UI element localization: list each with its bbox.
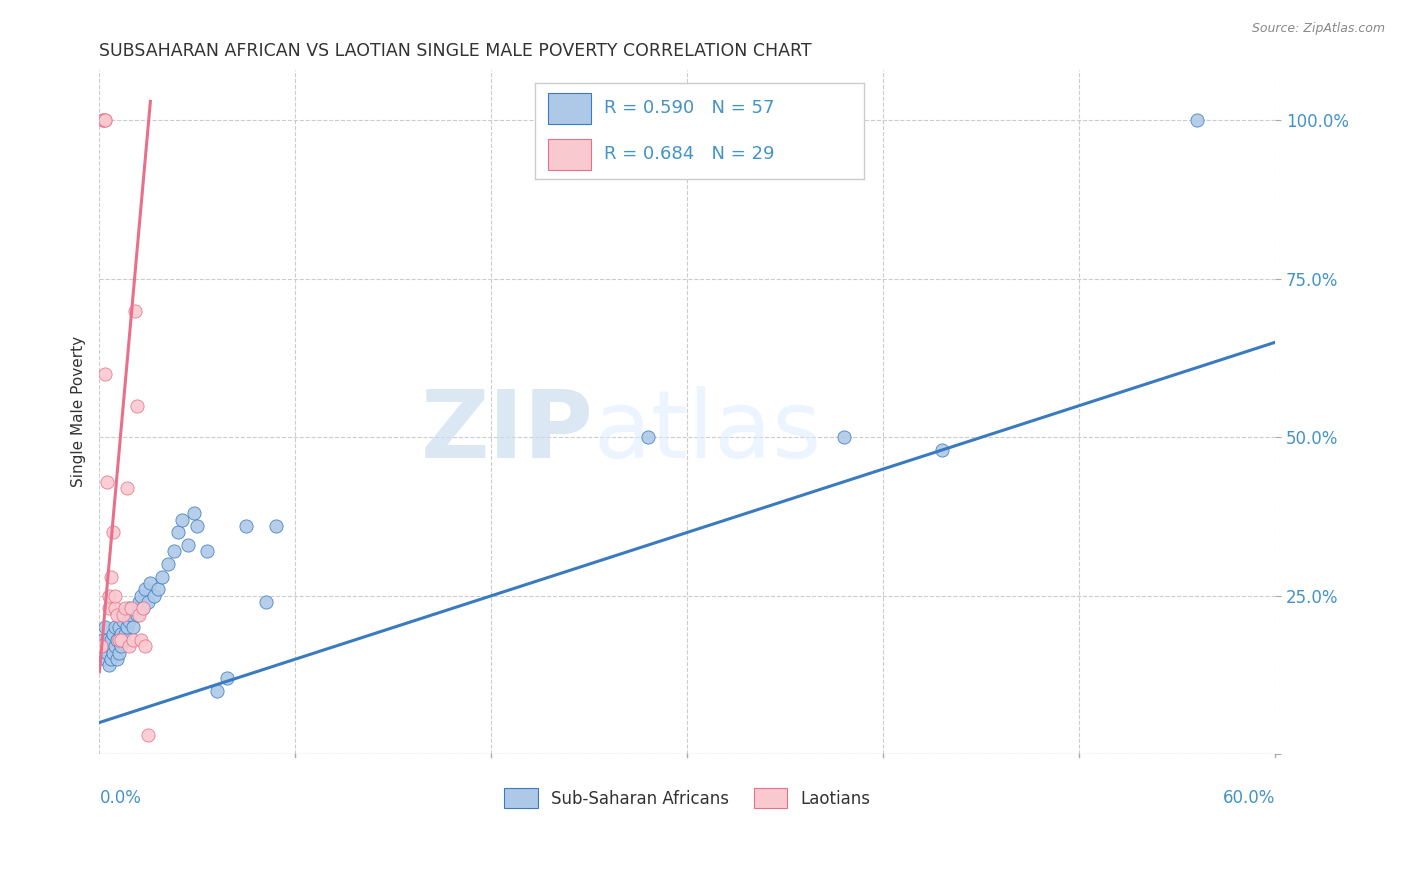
Point <box>94 113 117 128</box>
Point <box>125 399 148 413</box>
Point <box>105 607 128 622</box>
Point <box>143 589 166 603</box>
Point <box>118 601 141 615</box>
Point <box>121 633 143 648</box>
Point <box>637 430 659 444</box>
Point <box>98 658 121 673</box>
Point <box>163 544 186 558</box>
Point <box>114 607 136 622</box>
Point <box>101 646 124 660</box>
Point <box>264 519 287 533</box>
Point <box>128 607 150 622</box>
Point <box>235 519 257 533</box>
Text: Source: ZipAtlas.com: Source: ZipAtlas.com <box>1251 22 1385 36</box>
Point <box>104 620 127 634</box>
Point <box>138 728 160 742</box>
Point <box>166 525 188 540</box>
Point <box>139 576 162 591</box>
Point <box>111 633 134 648</box>
Point <box>183 506 205 520</box>
Point <box>131 601 153 615</box>
Point <box>115 620 138 634</box>
Point <box>186 519 208 533</box>
Point <box>98 601 121 615</box>
Point <box>105 633 128 648</box>
Point <box>111 607 134 622</box>
Point <box>134 582 156 597</box>
Point <box>104 601 127 615</box>
Point <box>121 620 143 634</box>
Point <box>94 620 117 634</box>
Point <box>93 633 115 648</box>
Point <box>115 481 138 495</box>
Point <box>129 589 152 603</box>
Point <box>1185 113 1208 128</box>
Point <box>134 640 156 654</box>
Y-axis label: Single Male Poverty: Single Male Poverty <box>72 336 86 488</box>
Point <box>157 557 180 571</box>
Point <box>114 601 136 615</box>
Point <box>120 607 142 622</box>
Point <box>98 589 121 603</box>
Point <box>104 640 127 654</box>
Text: atlas: atlas <box>593 386 821 478</box>
Point <box>125 607 148 622</box>
Point <box>124 303 146 318</box>
Text: ZIP: ZIP <box>420 386 593 478</box>
Point <box>205 683 228 698</box>
Point <box>110 627 132 641</box>
Point <box>138 595 160 609</box>
Point <box>931 442 953 457</box>
Legend: Sub-Saharan Africans, Laotians: Sub-Saharan Africans, Laotians <box>498 781 877 814</box>
Point <box>101 627 124 641</box>
Point <box>100 652 122 666</box>
Point <box>108 646 131 660</box>
Point <box>150 570 173 584</box>
Point <box>104 589 127 603</box>
Point <box>120 601 142 615</box>
Point <box>93 113 115 128</box>
Text: 60.0%: 60.0% <box>1223 789 1275 807</box>
Point <box>96 633 118 648</box>
Point <box>131 601 153 615</box>
Point <box>98 640 121 654</box>
Point <box>100 570 122 584</box>
Point <box>110 633 132 648</box>
Point <box>111 614 134 628</box>
Point <box>170 513 193 527</box>
Point <box>254 595 277 609</box>
Point <box>118 614 141 628</box>
Point <box>96 646 118 660</box>
Point <box>128 595 150 609</box>
Point <box>148 582 170 597</box>
Point <box>93 113 115 128</box>
Point <box>832 430 855 444</box>
Point <box>105 652 128 666</box>
Point <box>96 475 118 489</box>
Point <box>124 601 146 615</box>
Text: SUBSAHARAN AFRICAN VS LAOTIAN SINGLE MALE POVERTY CORRELATION CHART: SUBSAHARAN AFRICAN VS LAOTIAN SINGLE MAL… <box>100 42 813 60</box>
Point <box>94 113 117 128</box>
Point <box>94 652 117 666</box>
Point <box>108 633 131 648</box>
Point <box>114 627 136 641</box>
Point <box>101 525 124 540</box>
Point <box>215 671 238 685</box>
Text: 0.0%: 0.0% <box>100 789 142 807</box>
Point <box>93 640 115 654</box>
Point <box>176 538 198 552</box>
Point <box>110 640 132 654</box>
Point <box>90 640 112 654</box>
Point <box>118 640 141 654</box>
Point <box>100 633 122 648</box>
Point <box>108 620 131 634</box>
Point <box>94 367 117 381</box>
Point <box>129 633 152 648</box>
Point <box>195 544 218 558</box>
